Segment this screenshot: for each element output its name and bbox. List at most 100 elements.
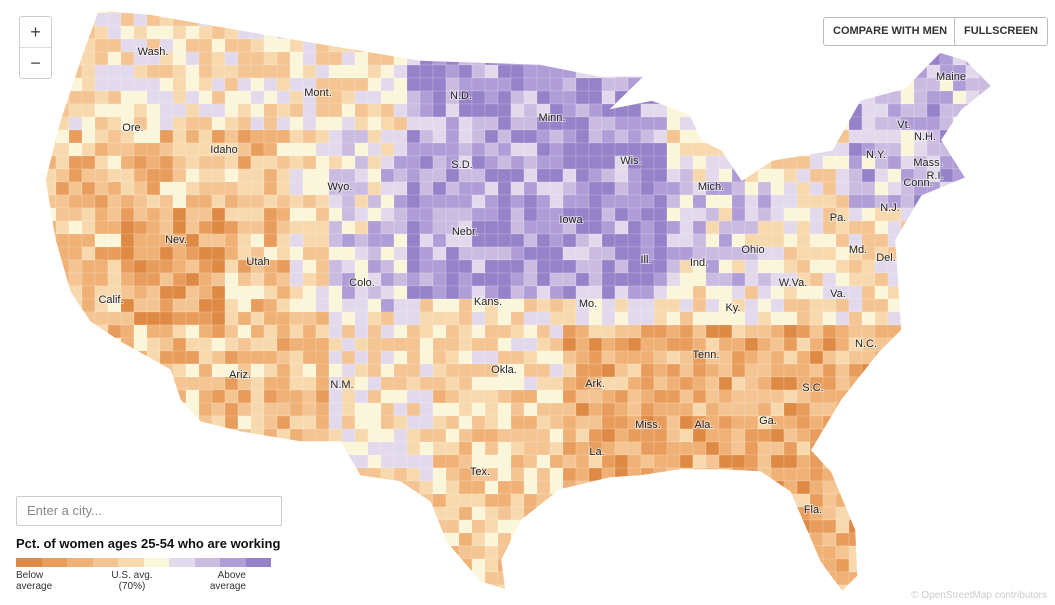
county <box>510 246 525 261</box>
fullscreen-button[interactable]: FULLSCREEN <box>954 17 1048 46</box>
county <box>731 181 746 196</box>
county <box>692 545 707 560</box>
county <box>952 519 967 534</box>
county <box>952 311 967 326</box>
county <box>30 260 43 273</box>
county <box>510 220 525 235</box>
state-label: Mich. <box>698 181 724 193</box>
county <box>237 168 252 183</box>
county <box>692 389 707 404</box>
county <box>159 584 174 592</box>
county <box>367 298 382 313</box>
county <box>783 519 798 534</box>
county <box>250 51 265 66</box>
county <box>770 532 785 547</box>
county <box>354 116 369 131</box>
county <box>653 519 668 534</box>
county <box>887 571 902 586</box>
county <box>770 363 785 378</box>
county <box>341 428 356 443</box>
county <box>640 12 655 27</box>
county <box>874 376 889 391</box>
zoom-in[interactable]: + <box>30 22 41 42</box>
county <box>160 598 173 605</box>
county <box>926 116 941 131</box>
county <box>783 558 798 573</box>
city-search[interactable]: Enter a city... <box>16 496 282 526</box>
county <box>367 389 382 404</box>
county <box>731 90 746 105</box>
county <box>692 38 707 53</box>
county <box>679 90 694 105</box>
county <box>913 259 928 274</box>
county <box>549 506 564 521</box>
county <box>250 285 265 300</box>
county <box>536 454 551 469</box>
county <box>640 493 655 508</box>
county <box>861 402 876 417</box>
county <box>679 311 694 326</box>
county <box>601 12 616 27</box>
county <box>666 207 681 222</box>
county <box>796 454 811 469</box>
county <box>783 207 798 222</box>
county <box>809 272 824 287</box>
county <box>523 12 538 27</box>
county <box>757 350 772 365</box>
county <box>653 584 668 592</box>
county <box>549 12 564 27</box>
county <box>809 246 824 261</box>
state-label: Minn. <box>539 112 566 124</box>
county <box>172 298 187 313</box>
county <box>432 51 447 66</box>
county <box>744 64 759 79</box>
county <box>380 12 395 27</box>
county <box>224 155 239 170</box>
county <box>614 532 629 547</box>
county <box>341 90 356 105</box>
county <box>887 350 902 365</box>
county <box>575 155 590 170</box>
county <box>978 402 992 417</box>
compare-button[interactable]: COMPARE WITH MEN <box>823 17 958 46</box>
county <box>146 402 161 417</box>
county <box>692 272 707 287</box>
county <box>861 532 876 547</box>
county <box>354 298 369 313</box>
county <box>224 246 239 261</box>
county <box>198 233 213 248</box>
county <box>367 25 382 40</box>
county <box>861 415 876 430</box>
county <box>848 272 863 287</box>
county <box>198 220 213 235</box>
county <box>965 519 980 534</box>
county <box>276 298 291 313</box>
county <box>328 298 343 313</box>
county <box>120 246 135 261</box>
county <box>926 376 941 391</box>
county <box>952 194 967 209</box>
county <box>926 272 941 287</box>
county <box>952 246 967 261</box>
county <box>575 90 590 105</box>
county <box>874 571 889 586</box>
county <box>718 220 733 235</box>
county <box>653 441 668 456</box>
county <box>666 25 681 40</box>
county <box>562 571 577 586</box>
county <box>757 272 772 287</box>
county <box>107 64 122 79</box>
county <box>744 376 759 391</box>
county <box>380 532 395 547</box>
county <box>718 480 733 495</box>
county <box>978 181 992 196</box>
county <box>237 428 252 443</box>
county <box>614 285 629 300</box>
county <box>575 116 590 131</box>
county <box>419 389 434 404</box>
county <box>718 38 733 53</box>
county <box>432 285 447 300</box>
county <box>30 234 43 247</box>
zoom-out[interactable]: − <box>20 47 51 78</box>
county <box>328 467 343 482</box>
